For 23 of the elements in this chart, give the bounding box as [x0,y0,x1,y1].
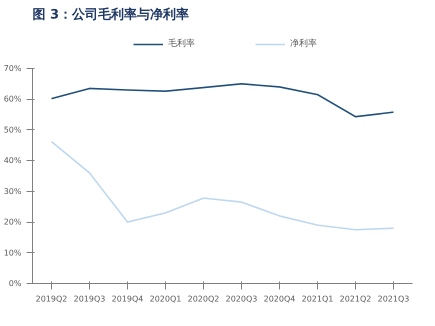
y-tick-label: 0% [8,279,22,288]
x-tick-label: 2020Q3 [226,294,258,304]
chart-title: 图 3：公司毛利率与净利率 [32,6,190,22]
y-tick-label: 10% [4,248,22,258]
x-tick-label: 2020Q1 [150,294,182,304]
x-tick-label: 2020Q2 [188,294,220,304]
legend-label: 净利率 [290,38,317,50]
x-tick-label: 2019Q4 [112,294,144,304]
x-tick-label: 2019Q2 [36,294,68,304]
line-series [50,83,394,118]
line-series [50,140,394,231]
x-tick-label: 2019Q3 [74,294,106,304]
x-tick-label: 2021Q3 [378,294,410,304]
y-tick-label: 30% [4,186,22,196]
x-tick-label: 2021Q2 [340,294,372,304]
y-tick-label: 20% [4,218,22,227]
y-tick-label: 60% [4,94,22,104]
legend-label: 毛利率 [168,38,195,50]
y-tick-label: 50% [4,125,22,134]
x-tick-label: 2020Q4 [264,294,296,304]
x-tick-label: 2021Q1 [302,294,334,304]
y-tick-label: 40% [4,156,22,166]
y-tick-label: 70% [4,64,22,73]
